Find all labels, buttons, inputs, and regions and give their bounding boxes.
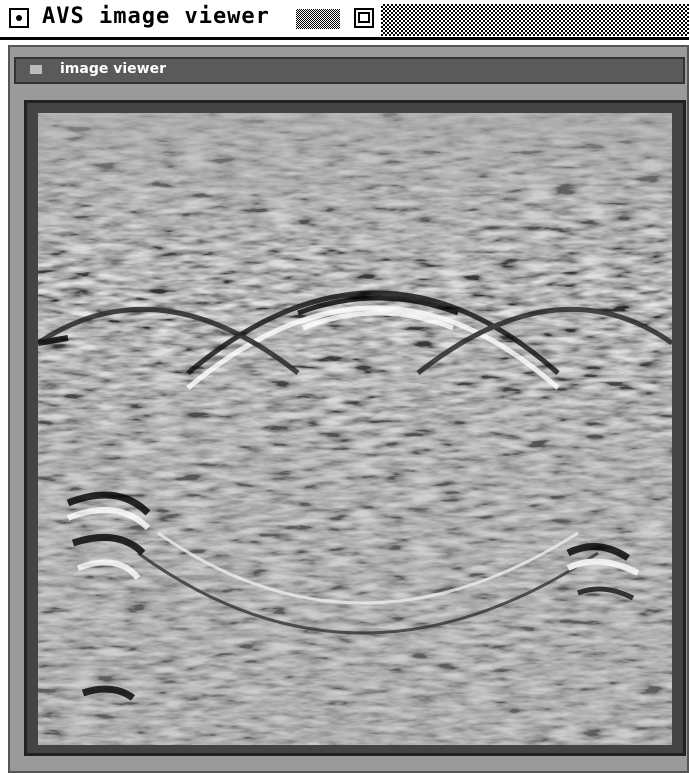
page: AVS image viewer image viewer — [0, 0, 689, 773]
panel-titlebar: image viewer — [14, 57, 685, 84]
window-menu-button[interactable] — [9, 8, 29, 28]
panel-button[interactable] — [30, 65, 42, 74]
seismic-image — [38, 113, 672, 745]
maximize-button[interactable] — [354, 8, 374, 28]
panel-title: image viewer — [60, 61, 166, 77]
titlebar-fill — [381, 4, 689, 36]
window-title: AVS image viewer — [42, 4, 270, 29]
window-titlebar: AVS image viewer — [0, 0, 689, 40]
iconify-button[interactable] — [296, 9, 340, 29]
